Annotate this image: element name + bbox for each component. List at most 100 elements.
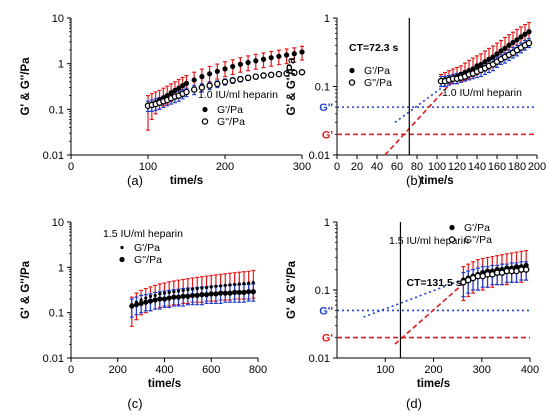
data-point bbox=[244, 74, 252, 82]
data-point bbox=[143, 299, 149, 305]
legend-label: G''/Pa bbox=[464, 234, 492, 246]
data-point bbox=[191, 77, 197, 83]
x-tick-label: 100 bbox=[428, 161, 446, 173]
data-point bbox=[162, 291, 167, 295]
y-tick-label: 0.1 bbox=[49, 308, 64, 320]
data-point bbox=[525, 39, 533, 47]
data-point bbox=[175, 294, 182, 300]
panel-caption: (c) bbox=[127, 396, 142, 411]
data-point bbox=[233, 282, 237, 287]
series-2-points bbox=[460, 266, 530, 286]
data-point bbox=[172, 290, 176, 294]
x-tick-label: 200 bbox=[424, 364, 442, 376]
data-point bbox=[138, 300, 144, 307]
data-point bbox=[222, 290, 228, 296]
legend-label: G'/Pa bbox=[134, 242, 160, 254]
data-point bbox=[153, 293, 157, 298]
x-tick-label: 180 bbox=[508, 161, 526, 173]
y-tick-label: 1 bbox=[58, 262, 64, 274]
threshold-label: G' bbox=[322, 333, 334, 345]
y-tick-label: 1 bbox=[58, 59, 64, 71]
legend-marker bbox=[449, 224, 455, 231]
legend-label: G'/Pa bbox=[464, 222, 490, 234]
x-tick-label: 100 bbox=[376, 364, 394, 376]
legend-marker bbox=[119, 256, 125, 263]
x-tick-label: 0 bbox=[334, 161, 340, 173]
threshold-label: G'' bbox=[319, 305, 333, 317]
data-point bbox=[299, 49, 305, 55]
data-point bbox=[221, 78, 229, 86]
data-point bbox=[204, 285, 209, 290]
ct-label: CT=72.3 s bbox=[349, 42, 398, 54]
data-point bbox=[148, 294, 153, 298]
data-point bbox=[482, 59, 488, 65]
data-point bbox=[208, 291, 214, 297]
y-tick-label: 10 bbox=[52, 217, 64, 229]
x-tick-label: 400 bbox=[155, 364, 173, 376]
data-point bbox=[506, 42, 512, 48]
data-point bbox=[275, 70, 283, 78]
data-point bbox=[227, 290, 233, 296]
data-point bbox=[200, 286, 204, 290]
legend-marker bbox=[348, 79, 356, 86]
data-point bbox=[167, 290, 171, 294]
data-point bbox=[222, 66, 228, 72]
data-point bbox=[284, 52, 290, 58]
data-point bbox=[237, 75, 244, 83]
data-point bbox=[219, 284, 223, 288]
data-point bbox=[229, 77, 236, 84]
data-point bbox=[214, 68, 220, 74]
legend-marker bbox=[448, 236, 456, 243]
data-point bbox=[185, 293, 191, 299]
data-point bbox=[526, 29, 532, 35]
x-tick-label: 200 bbox=[109, 364, 127, 376]
x-tick-label: 600 bbox=[202, 364, 220, 376]
legend-marker bbox=[120, 245, 124, 250]
data-point bbox=[214, 284, 218, 288]
x-axis-label: time/s bbox=[170, 175, 203, 187]
data-point bbox=[189, 292, 196, 299]
legend-marker bbox=[201, 118, 209, 125]
data-point bbox=[250, 289, 256, 295]
data-point bbox=[502, 45, 508, 51]
annotation: 1.5 IU/ml heparin bbox=[103, 228, 183, 240]
data-point bbox=[199, 74, 205, 80]
x-tick-label: 400 bbox=[521, 364, 539, 376]
x-tick-label: 300 bbox=[473, 364, 491, 376]
data-point bbox=[176, 85, 182, 91]
data-point bbox=[498, 48, 504, 54]
data-point bbox=[181, 288, 185, 292]
ct-label: CT=131.5 s bbox=[406, 277, 461, 289]
series-2-points bbox=[437, 39, 533, 85]
data-point bbox=[241, 289, 247, 295]
y-tick-label: 0.01 bbox=[43, 353, 64, 365]
data-point bbox=[291, 51, 297, 57]
panel-caption: (d) bbox=[406, 396, 422, 411]
data-point bbox=[522, 266, 530, 273]
data-point bbox=[209, 285, 213, 289]
data-point bbox=[478, 61, 484, 68]
data-point bbox=[283, 70, 290, 77]
data-point bbox=[490, 54, 496, 60]
data-point bbox=[186, 288, 190, 292]
data-point bbox=[228, 283, 232, 287]
data-point bbox=[218, 290, 224, 296]
data-point bbox=[246, 289, 252, 295]
annotation: 1.5 IU/ml heparin bbox=[389, 235, 469, 247]
data-point bbox=[158, 292, 162, 296]
legend-label: G'/Pa bbox=[364, 65, 390, 77]
threshold-label: G'' bbox=[319, 102, 333, 114]
data-point bbox=[207, 71, 213, 77]
chart-panel-2: 0.01 0.1 1 0 20 40 60 80 100 120 140 160 180 200 time/… bbox=[286, 13, 546, 188]
y-tick-label: 0.01 bbox=[43, 150, 64, 162]
data-point bbox=[199, 292, 205, 298]
data-point bbox=[171, 294, 177, 300]
y-tick-label: 0.01 bbox=[309, 150, 330, 162]
data-point bbox=[242, 281, 246, 286]
y-axis-label: G' & G''/Pa bbox=[20, 260, 32, 319]
data-point bbox=[139, 298, 143, 302]
data-point bbox=[203, 292, 210, 298]
series-1-points bbox=[145, 49, 305, 109]
legend-label: G''/Pa bbox=[134, 254, 162, 266]
data-point bbox=[252, 73, 260, 80]
